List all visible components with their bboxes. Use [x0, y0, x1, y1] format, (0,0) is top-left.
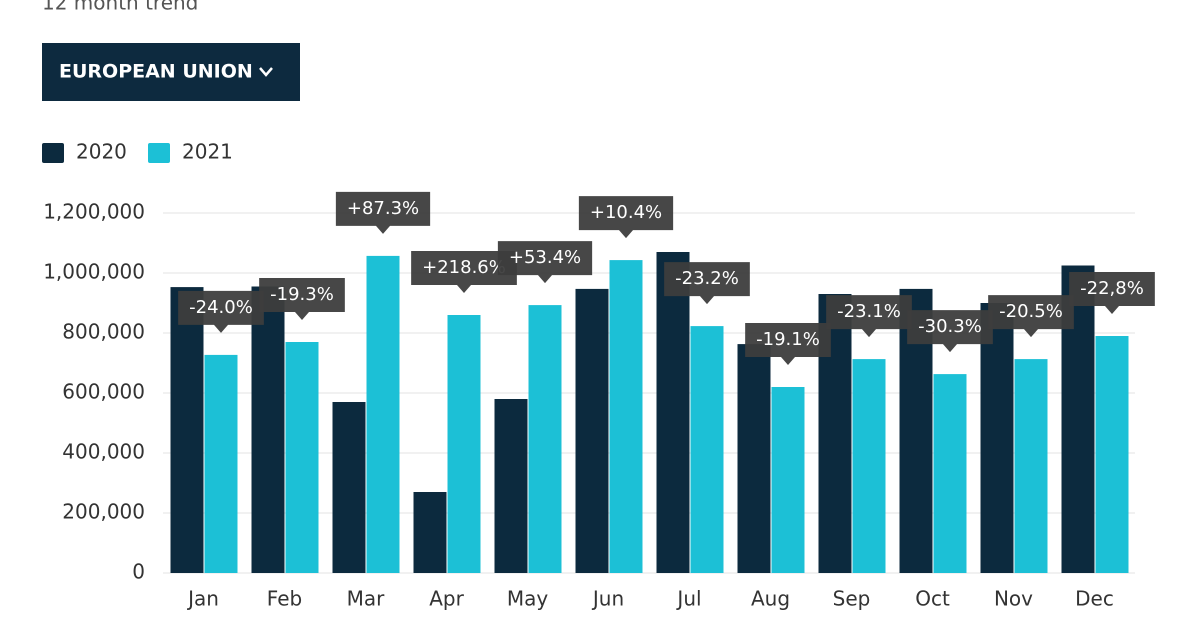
legend-label[interactable]: 2021 [182, 140, 233, 164]
bar[interactable] [737, 344, 771, 573]
callout-label: -20.5% [999, 301, 1063, 322]
callout-box [259, 278, 345, 320]
callout-box [988, 295, 1074, 338]
x-tick-label: Apr [429, 587, 464, 611]
x-tick-label: Aug [751, 587, 790, 611]
legend-label[interactable]: 2020 [76, 140, 127, 164]
x-tick-label: Jun [591, 587, 624, 611]
bar[interactable] [494, 399, 528, 573]
dropdown-box[interactable] [42, 43, 300, 101]
callout-label: -30.3% [918, 316, 982, 337]
y-tick-label: 1,000,000 [43, 260, 145, 284]
callout-label: -19.1% [756, 329, 820, 350]
bar[interactable] [690, 326, 724, 573]
y-tick-label: 400,000 [62, 440, 145, 464]
bar[interactable] [204, 354, 238, 573]
callout-label: +218.6% [422, 257, 506, 278]
y-tick-label: 1,200,000 [43, 200, 145, 224]
dropdown-chevron[interactable] [259, 67, 273, 77]
callout-label: +53.4% [509, 247, 581, 268]
bar[interactable] [528, 305, 562, 573]
bar[interactable] [366, 255, 400, 573]
callout-label: +87.3% [347, 198, 419, 219]
y-tick-label: 0 [132, 560, 145, 584]
bar[interactable] [332, 402, 366, 573]
bar[interactable] [1095, 336, 1129, 573]
bar[interactable] [285, 342, 319, 573]
callout-box [826, 295, 912, 338]
callout-box [335, 191, 431, 234]
y-tick-label: 800,000 [62, 320, 145, 344]
y-tick-label: 200,000 [62, 500, 145, 524]
x-tick-label: Feb [267, 587, 302, 611]
x-tick-label: Jan [186, 587, 219, 611]
callout-label: -22,8% [1080, 278, 1144, 299]
callout-label: +10.4% [590, 202, 662, 223]
bar[interactable] [852, 359, 886, 573]
region-dropdown[interactable]: EUROPEAN UNION [42, 43, 300, 101]
bar[interactable] [251, 286, 285, 574]
callout-label: -23.2% [675, 268, 739, 289]
callout-box [578, 196, 674, 239]
subtitle: 12 month trend [42, 0, 198, 15]
callout-box [178, 290, 264, 333]
callout-box [1069, 272, 1155, 314]
bar[interactable] [575, 288, 609, 573]
x-tick-label: Oct [915, 587, 950, 611]
callout-box [907, 310, 993, 353]
bar[interactable] [609, 260, 643, 573]
bar[interactable] [447, 315, 481, 573]
callout-box [745, 323, 831, 365]
bar[interactable] [1014, 359, 1048, 573]
x-tick-label: Mar [347, 587, 386, 611]
callout-box [497, 241, 593, 284]
callout-label: -24.0% [189, 297, 253, 318]
legend-swatch[interactable] [148, 143, 170, 163]
x-tick-label: Dec [1075, 587, 1114, 611]
bar[interactable] [413, 492, 447, 573]
x-tick-label: Jul [675, 587, 701, 611]
bar[interactable] [980, 303, 1014, 573]
dropdown-label[interactable]: EUROPEAN UNION [59, 61, 253, 83]
x-tick-label: May [507, 587, 549, 611]
legend-swatch[interactable] [42, 143, 64, 163]
x-tick-label: Sep [833, 587, 871, 611]
y-tick-label: 600,000 [62, 380, 145, 404]
x-tick-label: Nov [994, 587, 1033, 611]
bar[interactable] [170, 287, 204, 573]
callout-label: -23.1% [837, 301, 901, 322]
bar[interactable] [933, 374, 967, 573]
callout-label: -19.3% [270, 284, 334, 305]
bar[interactable] [771, 387, 805, 573]
callout-box [411, 251, 517, 293]
callout-box [664, 262, 750, 305]
bar[interactable] [656, 252, 690, 573]
